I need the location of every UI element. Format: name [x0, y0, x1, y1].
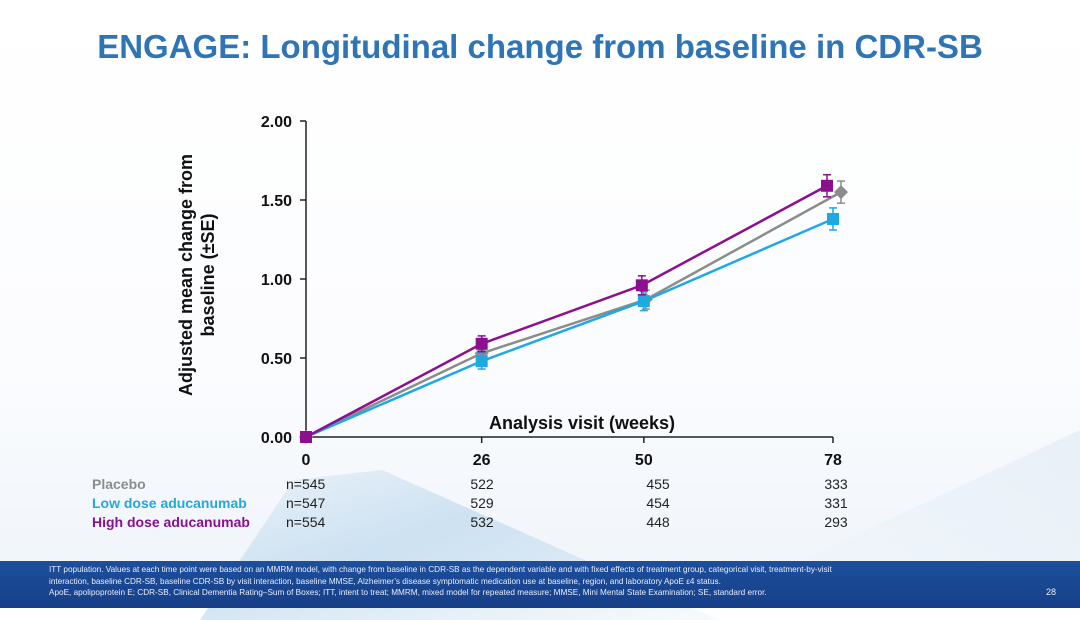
n-count: 333: [824, 476, 848, 492]
n-row-label: Placebo: [92, 476, 146, 492]
n-count: 455: [646, 476, 670, 492]
n-count: 529: [470, 495, 494, 511]
y-axis-label-line2: baseline (±SE): [198, 214, 218, 337]
footnote: ITT population. Values at each time poin…: [49, 564, 1039, 599]
n-count: 448: [646, 514, 670, 530]
data-point: [475, 355, 488, 368]
slide-title: ENGAGE: Longitudinal change from baselin…: [97, 28, 983, 65]
data-point: [300, 431, 312, 443]
footnote-line: ApoE, apolipoprotein E; CDR-SB, Clinical…: [49, 588, 767, 597]
n-row-label: High dose aducanumab: [92, 514, 250, 530]
data-point: [635, 279, 648, 292]
x-axis-label: Analysis visit (weeks): [489, 413, 675, 433]
n-row-placebo: Placebo n=545 522 455 333: [0, 476, 1080, 495]
series-high-dose-aducanumab: [300, 173, 833, 443]
y-tick-label: 0.50: [261, 351, 292, 368]
data-point: [637, 295, 650, 308]
n-row-low-dose: Low dose aducanumab n=547 529 454 331: [0, 495, 1080, 514]
x-tick-label: 78: [824, 452, 842, 469]
n-count: 522: [470, 476, 494, 492]
n-count: 532: [470, 514, 494, 530]
footnote-line: interaction, baseline CDR-SB, baseline C…: [49, 576, 721, 586]
data-point: [827, 212, 839, 225]
y-tick-label: 0.00: [261, 430, 292, 447]
x-tick-label: 50: [635, 452, 653, 469]
n-count: n=554: [286, 514, 326, 530]
y-tick-label: 2.00: [261, 114, 292, 131]
data-point: [475, 337, 488, 350]
series-line: [305, 184, 828, 439]
series-line: [305, 191, 842, 439]
page-number: 28: [1046, 587, 1057, 597]
line-chart: 0.00 0.50 1.00 1.50 2.00 0 26 50 78 Analysis vis…: [176, 114, 848, 469]
y-tick-label: 1.00: [261, 272, 292, 289]
y-tick-label: 1.50: [261, 193, 292, 210]
n-row-high-dose: High dose aducanumab n=554 532 448 293: [0, 514, 1080, 533]
data-point: [834, 185, 848, 200]
y-axis-label-line1: Adjusted mean change from: [176, 154, 196, 396]
n-count: 293: [824, 514, 848, 530]
n-count: n=545: [286, 476, 326, 492]
x-tick-label: 0: [302, 452, 311, 469]
footnote-line: ITT population. Values at each time poin…: [49, 565, 832, 574]
x-tick-label: 26: [473, 452, 491, 469]
n-count: 331: [824, 495, 848, 511]
series-line: [305, 217, 834, 439]
n-count: n=547: [286, 495, 326, 511]
n-row-label: Low dose aducanumab: [92, 495, 247, 511]
data-point: [821, 179, 833, 192]
footer-band: ITT population. Values at each time poin…: [0, 561, 1080, 608]
n-count: 454: [646, 495, 670, 511]
